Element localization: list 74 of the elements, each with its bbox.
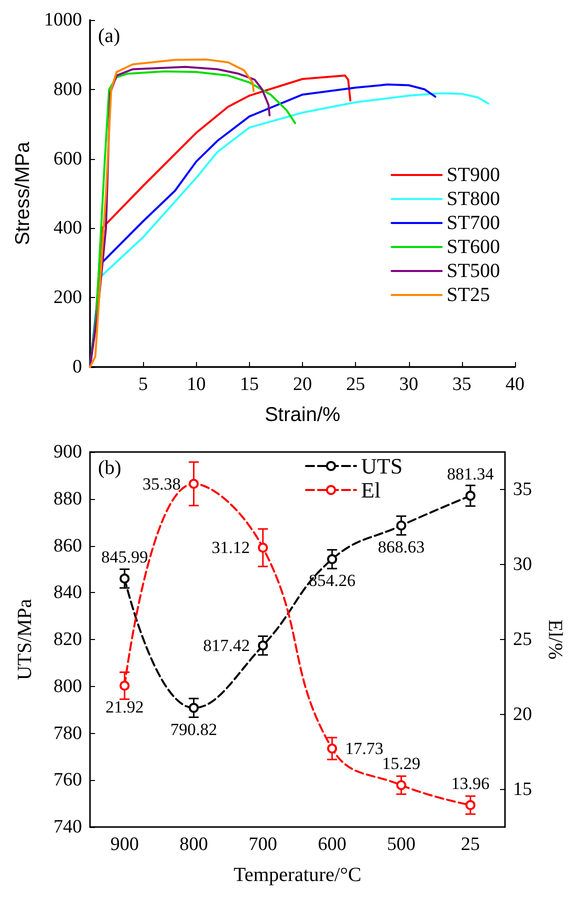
data-label: 35.38 xyxy=(142,474,181,494)
data-label: 15.29 xyxy=(382,754,420,774)
y-tick-label: 400 xyxy=(54,218,82,239)
x-tick-label: 500 xyxy=(387,834,416,855)
legend-label: El xyxy=(361,478,381,502)
x-tick-label: 900 xyxy=(110,834,139,855)
annotation: (a) xyxy=(98,25,120,47)
y2-tick-label: 25 xyxy=(513,629,532,650)
y2-tick-label: 15 xyxy=(513,779,532,800)
y-tick-label: 760 xyxy=(54,770,82,791)
point xyxy=(120,574,130,584)
line-series xyxy=(89,84,436,368)
y-tick-label: 1000 xyxy=(44,10,82,30)
data-label: 17.73 xyxy=(345,739,384,758)
x-tick-label: 5 xyxy=(138,374,148,395)
x-axis-title: Temperature/°C xyxy=(234,864,362,886)
point xyxy=(327,554,338,564)
annotation: (b) xyxy=(98,457,122,479)
point xyxy=(188,702,199,713)
x-axis-title: Strain/% xyxy=(264,404,341,426)
x-tick-label: 15 xyxy=(240,374,259,395)
data-label: 854.26 xyxy=(308,571,356,590)
y2-tick-label: 35 xyxy=(513,479,532,500)
y-tick-label: 840 xyxy=(54,582,82,604)
data-label: 21.92 xyxy=(105,698,144,717)
legend-label: ST25 xyxy=(446,284,490,306)
legend-label: ST600 xyxy=(446,236,500,258)
point xyxy=(258,542,268,553)
y2-axis-title: El/% xyxy=(544,620,566,660)
y-tick-label: 820 xyxy=(54,629,82,650)
point xyxy=(465,490,476,501)
y-tick-label: 880 xyxy=(54,488,82,510)
point xyxy=(120,680,130,691)
y-tick-label: 0 xyxy=(72,356,82,378)
point xyxy=(258,640,268,651)
point xyxy=(188,478,199,489)
x-tick-label: 10 xyxy=(186,374,206,395)
x-tick-label: 30 xyxy=(399,374,418,395)
x-tick-label: 35 xyxy=(452,374,472,395)
y-tick-label: 800 xyxy=(54,676,82,697)
data-label: 881.34 xyxy=(447,464,494,484)
legend-label: ST800 xyxy=(446,188,500,210)
y-tick-label: 860 xyxy=(54,535,82,556)
point xyxy=(396,780,406,790)
y-tick-label: 900 xyxy=(54,442,82,462)
y-tick-label: 200 xyxy=(54,287,82,308)
x-tick-label: 25 xyxy=(346,374,366,395)
point xyxy=(396,520,406,531)
data-label: 31.12 xyxy=(212,538,250,558)
x-tick-label: 20 xyxy=(293,374,312,395)
y-axis-title: Stress/MPa xyxy=(12,140,34,246)
y-tick-label: 780 xyxy=(54,722,82,744)
y-axis-title: UTS/MPa xyxy=(14,598,36,680)
legend-label: ST500 xyxy=(446,260,500,282)
legend-label: ST700 xyxy=(446,212,500,234)
data-label: 817.42 xyxy=(203,636,250,656)
x-tick-label: 25 xyxy=(460,834,480,855)
data-label: 868.63 xyxy=(378,538,425,557)
y2-tick-label: 30 xyxy=(513,554,532,575)
data-label: 13.96 xyxy=(451,774,490,794)
x-tick-label: 800 xyxy=(180,834,208,855)
y-tick-label: 800 xyxy=(54,78,82,100)
legend-label: ST900 xyxy=(446,164,500,186)
y-tick-label: 600 xyxy=(54,148,82,170)
x-tick-label: 40 xyxy=(506,374,524,395)
y2-tick-label: 20 xyxy=(513,704,532,725)
y-tick-label: 740 xyxy=(54,816,82,838)
data-label: 790.82 xyxy=(170,720,218,739)
point xyxy=(327,744,338,754)
data-label: 845.99 xyxy=(101,548,148,567)
point xyxy=(465,800,476,810)
x-tick-label: 700 xyxy=(248,834,278,855)
legend-label: UTS xyxy=(361,454,403,478)
x-tick-label: 600 xyxy=(318,834,346,855)
